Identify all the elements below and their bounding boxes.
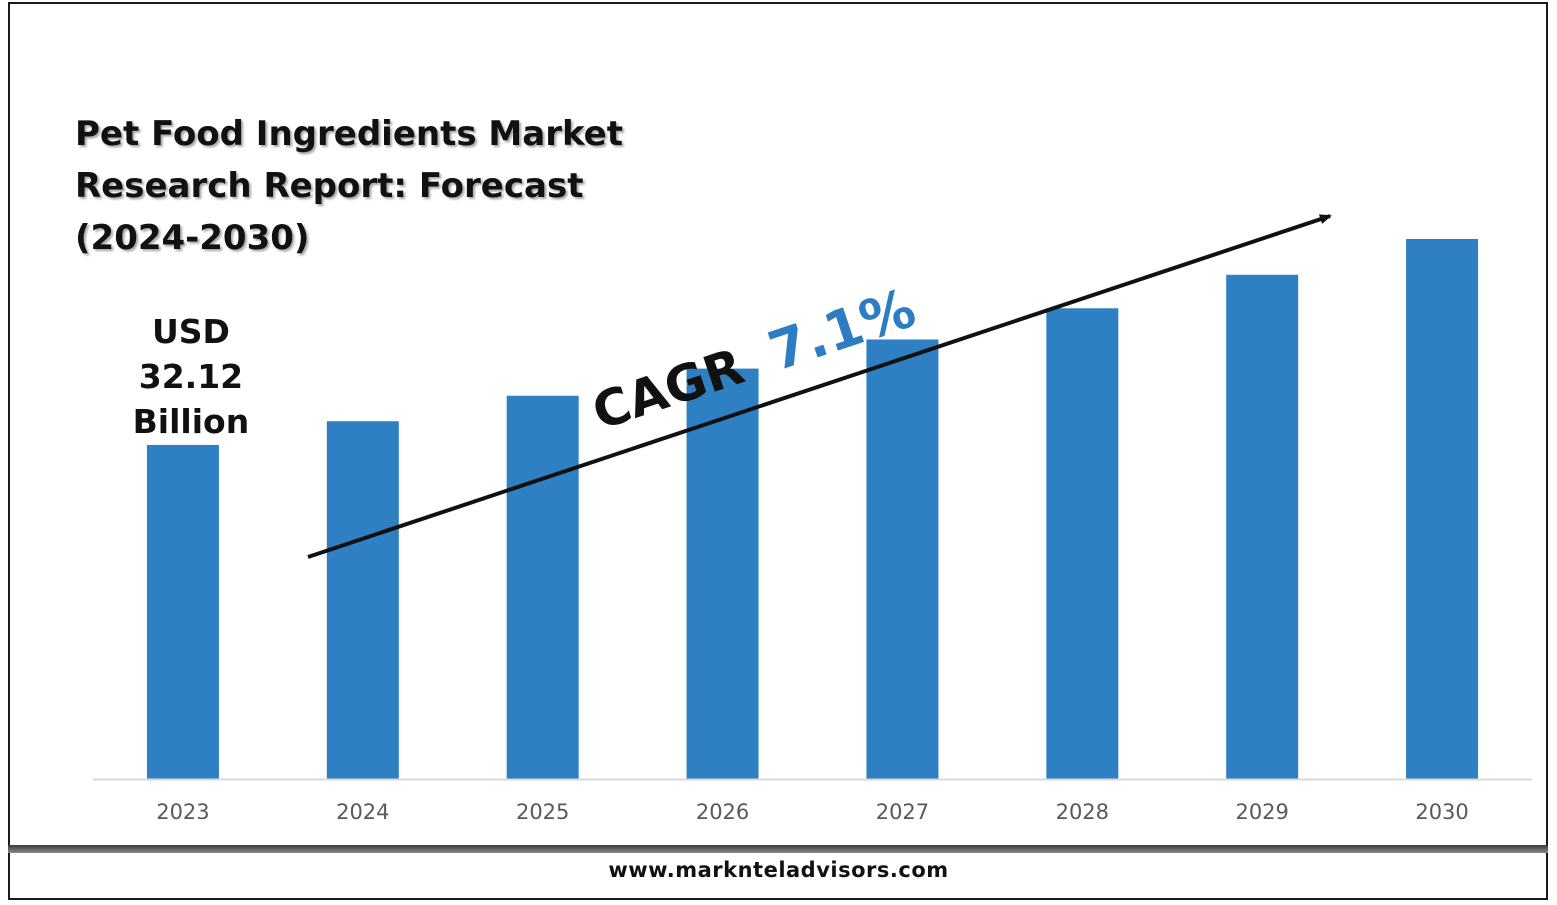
bar-2023	[146, 444, 219, 779]
bar-2028	[1046, 308, 1119, 779]
bar-2027	[866, 339, 939, 779]
chart-title: Pet Food Ingredients Market Research Rep…	[75, 114, 623, 258]
data-label-line: Billion	[133, 402, 250, 441]
bar-2029	[1226, 274, 1299, 779]
data-label-line: USD	[152, 312, 230, 351]
cagr-trend-arrow	[307, 214, 1332, 559]
footer-divider	[8, 845, 1548, 853]
x-tick-label: 2027	[876, 800, 929, 824]
bar-2030	[1406, 239, 1479, 779]
data-label-line: 32.12	[139, 357, 243, 396]
x-tick-label: 2026	[696, 800, 749, 824]
bar-2025	[506, 395, 579, 779]
footer-url: www.marknteladvisors.com	[608, 858, 949, 882]
x-tick-label: 2028	[1056, 800, 1109, 824]
x-tick-label: 2029	[1235, 800, 1288, 824]
bar-2026	[686, 368, 759, 779]
x-tick-label: 2023	[156, 800, 209, 824]
x-tick-label: 2024	[336, 800, 389, 824]
x-tick-label: 2025	[516, 800, 569, 824]
x-tick-label: 2030	[1415, 800, 1468, 824]
bar-2024	[326, 421, 399, 779]
